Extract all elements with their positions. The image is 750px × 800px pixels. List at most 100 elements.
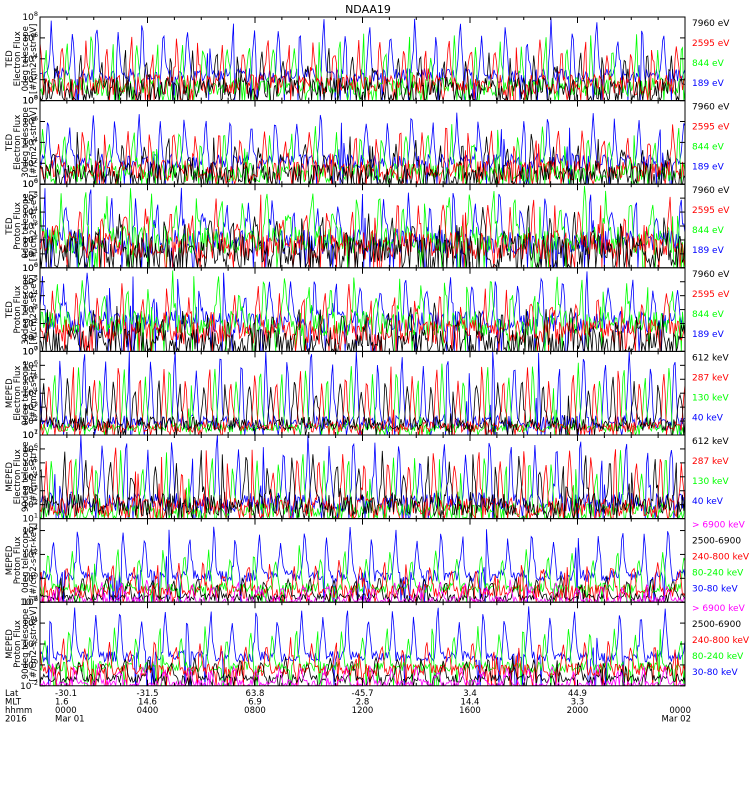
y-axis-label: TED xyxy=(5,217,15,236)
series-line-189-ev xyxy=(40,187,685,268)
x-tick-label: 1.6 xyxy=(55,697,69,707)
x-row-label: hhmm xyxy=(5,706,32,716)
y-axis-label: 90deg telescope xyxy=(21,609,31,680)
chart-title: NDAA19 xyxy=(345,3,391,16)
y-axis-label: MEPED xyxy=(5,545,15,575)
x-tick-label: 0000 xyxy=(669,706,691,716)
x-row-label: Lat xyxy=(5,689,19,699)
y-axis-label: Electron Flux xyxy=(13,31,23,86)
legend-entry: 2595 eV xyxy=(692,39,730,49)
y-axis-label: Electron Flux xyxy=(13,366,23,421)
legend-entry: 7960 eV xyxy=(692,103,730,113)
x-row-label: MLT xyxy=(5,697,22,707)
legend-entry: 80-240 keV xyxy=(692,652,744,662)
y-axis-label: MEPED xyxy=(5,629,15,659)
legend-entry: 7960 eV xyxy=(692,19,730,29)
y-axis-label: [#/cm2-s-str] xyxy=(29,448,39,505)
legend-entry: 130 keV xyxy=(692,477,729,487)
x-tick-label: 2.8 xyxy=(356,697,370,707)
series-line-844-ev xyxy=(40,33,685,101)
legend-entry: 189 eV xyxy=(692,330,725,340)
legend-entry: 189 eV xyxy=(692,79,725,89)
panel-3-plot xyxy=(40,185,685,268)
y-axis-label: [#/cm2-s-str-keV] xyxy=(29,607,39,682)
x-tick-label: Mar 02 xyxy=(661,714,691,724)
series-line-612-kev xyxy=(40,450,685,519)
y-axis-label: TED xyxy=(5,301,15,320)
legend-entry: 287 keV xyxy=(692,373,729,383)
panel-7-plot xyxy=(40,526,685,603)
y-tick-label: 107 xyxy=(22,344,38,357)
x-tick-label: 14.6 xyxy=(138,697,157,707)
y-tick-label: 106 xyxy=(22,261,38,274)
x-tick-label: 1200 xyxy=(352,706,374,716)
legend-entry: 40 keV xyxy=(692,413,724,423)
series-line-7960-ev xyxy=(40,48,685,101)
x-tick-label: -31.5 xyxy=(137,689,159,699)
legend-entry: 189 eV xyxy=(692,246,725,256)
legend-entry: 189 eV xyxy=(692,163,725,173)
y-axis-label: 0deg telescope xyxy=(21,528,31,593)
legend-entry: 844 eV xyxy=(692,310,725,320)
legend-entry: 844 eV xyxy=(692,143,725,153)
x-tick-label: 2000 xyxy=(567,706,589,716)
panel-6-plot xyxy=(40,435,685,519)
y-tick-label: 106 xyxy=(22,177,38,190)
panel-5-plot xyxy=(40,351,685,435)
x-tick-label: 0000 xyxy=(55,706,77,716)
legend-entry: 612 keV xyxy=(692,353,729,363)
series-line-130-kev xyxy=(40,362,685,435)
legend-entry: 2500-6900 xyxy=(692,620,741,630)
x-tick-label: -30.1 xyxy=(55,689,77,699)
series-line-30-80-kev xyxy=(40,526,685,603)
x-tick-label: 63.8 xyxy=(246,689,265,699)
x-tick-label: 0400 xyxy=(137,706,159,716)
panel-2-plot xyxy=(40,112,685,185)
series-line-2595-ev xyxy=(40,283,685,352)
series-line-2595-ev xyxy=(40,124,685,185)
y-axis-label: [#/cm2-s-str-eV] xyxy=(29,274,39,344)
y-axis-label: TED xyxy=(5,133,15,152)
legend-entry: 30-80 keV xyxy=(692,668,738,678)
series-line-189-ev xyxy=(40,112,685,185)
x-tick-label: 3.3 xyxy=(571,697,585,707)
series-line-40-kev xyxy=(40,351,685,435)
x-row-label: 2016 xyxy=(5,714,27,724)
legend-entry: 30-80 keV xyxy=(692,585,738,595)
legend-entry: 612 keV xyxy=(692,437,729,447)
series-line-130-kev xyxy=(40,450,685,519)
x-tick-label: Mar 01 xyxy=(55,714,85,724)
legend-entry: 2595 eV xyxy=(692,206,730,216)
series-line--6900-kev xyxy=(40,579,685,603)
panel-1-plot xyxy=(40,18,685,101)
y-axis-label: [#/cm2-s-str-eV] xyxy=(29,107,39,177)
legend-entry: 844 eV xyxy=(692,59,725,69)
y-axis-label: Electron Flux xyxy=(13,115,23,170)
legend-entry: 240-800 keV xyxy=(692,636,750,646)
series-line-2500-6900 xyxy=(40,655,685,686)
y-axis-label: 0deg telescope xyxy=(21,26,31,91)
legend-entry: 2595 eV xyxy=(692,290,730,300)
legend-entry: 7960 eV xyxy=(692,186,730,196)
y-tick-label: 107 xyxy=(22,428,38,441)
y-axis-label: [#/cm2-s-str-eV] xyxy=(29,191,39,261)
panel-8-plot xyxy=(40,606,685,686)
legend-entry: > 6900 keV xyxy=(692,521,746,531)
legend-entry: 844 eV xyxy=(692,226,725,236)
x-tick-label: 3.4 xyxy=(463,689,477,699)
x-tick-label: 44.9 xyxy=(568,689,587,699)
legend-entry: 2500-6900 xyxy=(692,537,741,547)
legend-entry: 2595 eV xyxy=(692,123,730,133)
legend-entry: 7960 eV xyxy=(692,270,730,280)
x-tick-label: 0800 xyxy=(244,706,266,716)
y-axis-label: 90deg telescope xyxy=(21,441,31,512)
y-axis-label: TED xyxy=(5,50,15,69)
